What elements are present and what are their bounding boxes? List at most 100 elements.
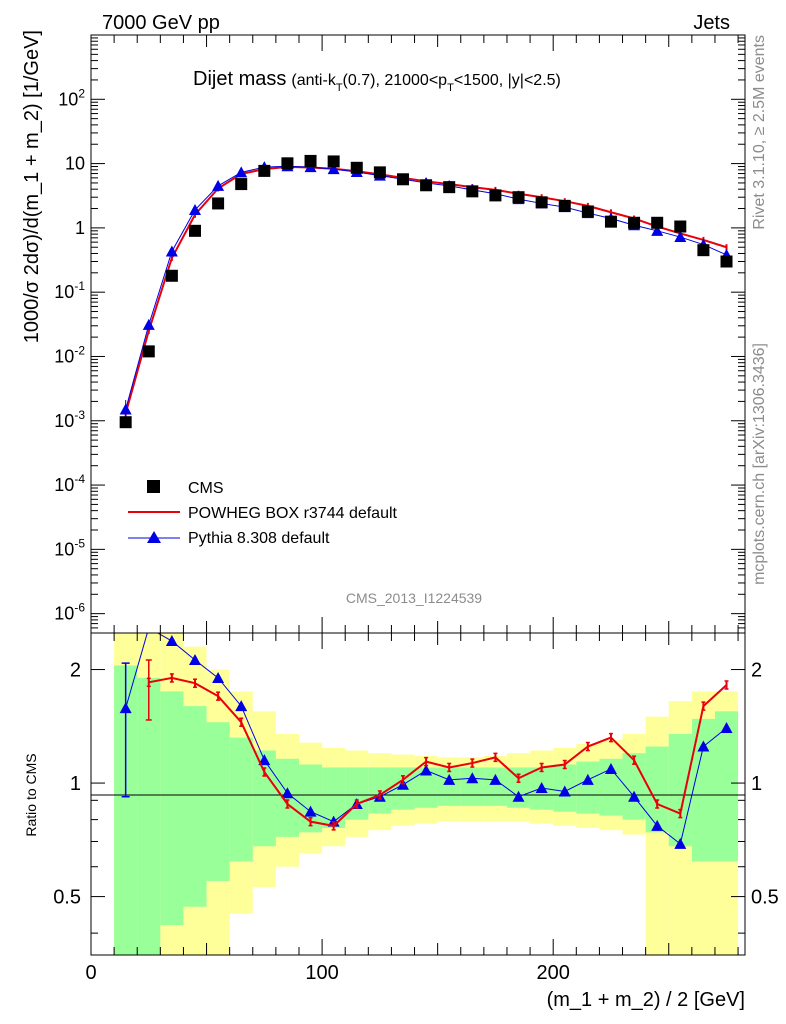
- main-pythia-triangle-point: [674, 231, 687, 243]
- ratio-clipped-group: [119, 633, 733, 849]
- ratio-inner-band-bin: [483, 767, 507, 806]
- main-y-tick-label: 102: [58, 86, 85, 109]
- main-y-axis-label: 1000/σ 2dσ)/d(m_1 + m_2) [1/GeV]: [21, 30, 43, 343]
- ratio-y-tick-label-right: 0.5: [751, 887, 779, 909]
- ratio-pythia-triangle-point: [466, 772, 479, 784]
- ratio-pythia-triangle-point: [443, 773, 456, 785]
- ratio-x-tick-label: 100: [305, 962, 338, 984]
- header-energy-label: 7000 GeV pp: [102, 12, 220, 34]
- main-cms-square-point: [720, 255, 733, 268]
- main-y-tick-label: 10-6: [54, 601, 85, 624]
- main-cms-square-point: [604, 215, 617, 228]
- ratio-pythia-triangle-point: [281, 787, 294, 799]
- ratio-x-tick-label: 200: [537, 962, 570, 984]
- main-pythia-triangle-point: [142, 318, 155, 330]
- ratio-pythia-triangle-point: [165, 635, 178, 647]
- ratio-pythia-triangle-point: [604, 762, 617, 774]
- ratio-inner-band-bin: [345, 767, 369, 820]
- ratio-series-line-powheg: [148, 676, 728, 827]
- ratio-pythia-triangle-point: [304, 805, 317, 817]
- main-cms-square-point: [396, 173, 409, 186]
- main-y-tick-label: 10-4: [54, 472, 85, 495]
- main-pythia-triangle-point: [188, 203, 201, 215]
- main-cms-square-point: [188, 224, 201, 237]
- ratio-axis-ticks: 0.5 0.5 1 1 2 2 0 100 200: [53, 633, 779, 984]
- ratio-inner-band-bin: [691, 718, 715, 862]
- main-cms-square-point: [512, 191, 525, 204]
- ratio-pythia-triangle-point: [720, 721, 733, 733]
- main-y-tick-label: 10-1: [54, 279, 85, 302]
- legend-label-pythia: Pythia 8.308 default: [188, 530, 330, 547]
- ratio-inner-band-bin: [322, 767, 346, 829]
- ratio-y-tick-label-right: 2: [751, 660, 762, 682]
- ratio-y-tick-label-left: 2: [70, 660, 81, 682]
- plot-title: Dijet mass (anti-kT(0.7), 21000<pT<1500, …: [193, 68, 561, 94]
- main-cms-square-point: [628, 216, 641, 229]
- main-cms-square-point: [581, 205, 594, 218]
- ratio-y-axis-label: Ratio to CMS: [23, 753, 39, 836]
- plot-title-pt-subscript: T: [447, 82, 454, 94]
- main-cms-square-point: [119, 416, 132, 429]
- main-pythia-triangle-point: [165, 245, 178, 257]
- ratio-pythia-triangle-point: [628, 790, 641, 802]
- ratio-pythia-triangle-point: [558, 785, 571, 797]
- ratio-inner-band-bin: [229, 737, 253, 862]
- ratio-pythia-triangle-point: [235, 700, 248, 712]
- ratio-inner-band-bin: [183, 706, 207, 907]
- ratio-x-tick-label: 0: [85, 962, 96, 984]
- main-pythia-triangle-point: [212, 179, 225, 191]
- main-cms-square-point: [165, 269, 178, 282]
- ratio-inner-band-bin: [160, 691, 184, 926]
- plot-title-main: Dijet mass: [193, 68, 286, 90]
- main-cms-square-point: [212, 197, 225, 210]
- ratio-inner-band-bin: [414, 767, 438, 808]
- ratio-pythia-triangle-point: [581, 773, 594, 785]
- ratio-pythia-triangle-point: [188, 654, 201, 666]
- ratio-inner-band-bin: [298, 764, 323, 833]
- ratio-y-tick-label-right: 1: [751, 773, 762, 795]
- main-cms-square-point: [443, 181, 456, 194]
- ratio-inner-band-bin: [714, 711, 739, 862]
- ratio-inner-band-bin: [506, 767, 531, 808]
- main-cms-square-point: [281, 157, 294, 170]
- ratio-inner-band-bin: [114, 665, 138, 955]
- ratio-pythia-triangle-point: [512, 790, 525, 802]
- main-cms-square-point: [327, 155, 340, 168]
- plot-title-part-3: <1500, |y|<2.5): [454, 72, 561, 89]
- main-axis-ticks: 10-6 10-5 10-4 10-3 10-2 10-1 1 10 102: [54, 35, 745, 634]
- legend-label-cms: CMS: [188, 480, 224, 497]
- main-cms-square-point: [235, 178, 248, 191]
- main-cms-square-point: [420, 179, 433, 192]
- ratio-inner-band-bin: [645, 746, 669, 833]
- ratio-inner-band-bin: [576, 761, 600, 814]
- main-cms-square-point: [373, 166, 386, 179]
- rivet-version-label: Rivet 3.1.10, ≥ 2.5M events: [751, 35, 768, 230]
- main-cms-square-point: [489, 189, 502, 202]
- main-pythia-triangle-point: [235, 166, 248, 178]
- main-pythia-triangle-point: [119, 403, 132, 415]
- main-cms-square-point: [466, 185, 479, 198]
- ratio-pythia-triangle-point: [212, 671, 225, 683]
- main-cms-square-point: [258, 164, 271, 177]
- main-cms-square-point: [558, 199, 571, 212]
- plot-title-part-1: (anti-k: [291, 72, 336, 89]
- main-cms-square-point: [674, 220, 687, 233]
- main-cms-square-point: [535, 196, 548, 209]
- ratio-inner-band-bin: [137, 677, 161, 955]
- main-y-tick-label: 10-2: [54, 343, 85, 366]
- plot-title-kt-subscript: T: [336, 82, 343, 94]
- ratio-data-marks: [119, 633, 733, 849]
- ratio-plot-frame: [90, 632, 746, 956]
- mcplots-reference-label: mcplots.cern.ch [arXiv:1306.3436]: [751, 343, 768, 585]
- main-cms-square-point: [350, 161, 363, 174]
- main-cms-square-point: [651, 216, 664, 229]
- main-y-tick-label: 10-3: [54, 408, 85, 431]
- ratio-pythia-triangle-point: [119, 702, 132, 714]
- ratio-inner-band-bin: [252, 750, 276, 847]
- ratio-pythia-triangle-point: [674, 837, 687, 849]
- ratio-inner-band-bin: [668, 733, 692, 847]
- analysis-watermark: CMS_2013_I1224539: [346, 590, 482, 606]
- main-cms-square-point: [304, 154, 317, 167]
- ratio-uncertainty-bands: [114, 633, 739, 955]
